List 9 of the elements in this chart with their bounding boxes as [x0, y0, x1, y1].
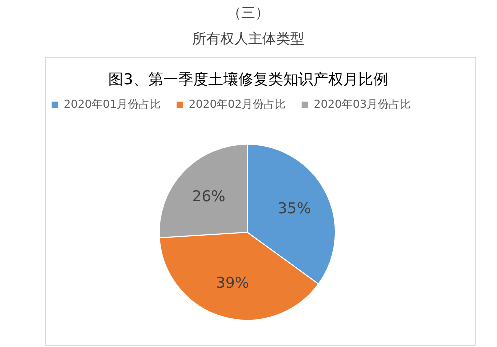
- legend-label: 2020年01月份占比: [64, 97, 161, 112]
- data-label: 39%: [216, 274, 250, 292]
- data-label: 26%: [192, 187, 226, 206]
- legend-label: 2020年03月份占比: [314, 97, 411, 112]
- text: 所有权人主体类型: [192, 32, 304, 48]
- chart-title: 图3、第一季度土壤修复类知识产权月比例: [108, 70, 388, 88]
- legend-label: 2020年02月份占比: [189, 97, 286, 112]
- data-label: 35%: [278, 200, 312, 218]
- text: （三）: [228, 6, 270, 22]
